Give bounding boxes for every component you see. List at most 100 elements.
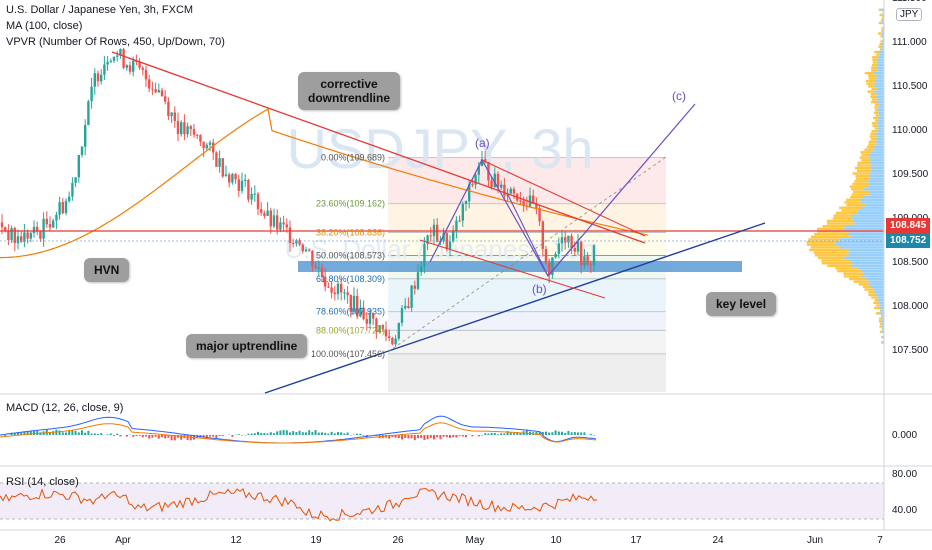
fib-label: 61.80%(108.309) bbox=[316, 274, 385, 284]
time-tick-label: 7 bbox=[877, 535, 883, 546]
callout-hvn: HVN bbox=[84, 258, 130, 282]
macd-histogram-bar bbox=[401, 435, 403, 440]
volume-bar-up bbox=[858, 267, 884, 270]
volume-bar-up bbox=[882, 341, 884, 344]
macd-histogram-bar bbox=[148, 435, 151, 439]
volume-bar-down bbox=[880, 40, 883, 43]
volume-bar-up bbox=[879, 114, 884, 117]
candle-body bbox=[116, 55, 119, 57]
fib-zone bbox=[388, 278, 666, 312]
volume-bar-down bbox=[868, 291, 875, 294]
volume-bar-down bbox=[866, 145, 874, 149]
macd-histogram-bar bbox=[465, 435, 467, 438]
volume-bar-down bbox=[879, 325, 882, 328]
macd-histogram-bar bbox=[548, 432, 551, 435]
volume-bar-up bbox=[860, 275, 884, 278]
volume-bar-down bbox=[871, 69, 878, 72]
candle-body bbox=[61, 202, 64, 214]
volume-bar-up bbox=[881, 13, 884, 17]
macd-histogram-bar bbox=[282, 430, 285, 435]
macd-histogram-bar bbox=[330, 431, 333, 435]
volume-bar-up bbox=[847, 232, 884, 236]
candle-body bbox=[496, 173, 500, 188]
candle-body bbox=[4, 227, 7, 231]
moving-average-line bbox=[0, 108, 649, 259]
candle-body bbox=[445, 233, 448, 249]
volume-bar-up bbox=[878, 106, 884, 109]
volume-bar-up bbox=[882, 19, 884, 22]
fib-zone bbox=[388, 311, 666, 331]
volume-bar-down bbox=[843, 275, 861, 278]
price-tag-last: 108.752 bbox=[886, 233, 931, 248]
volume-bar-up bbox=[874, 90, 884, 93]
wave-label-a: (a) bbox=[475, 136, 490, 150]
volume-bar-up bbox=[875, 82, 884, 85]
price-tick-label: 111.000 bbox=[892, 37, 927, 48]
candle-body bbox=[42, 218, 45, 239]
volume-bar-down bbox=[875, 114, 880, 117]
candle-body bbox=[324, 276, 327, 287]
volume-bar-up bbox=[882, 40, 884, 43]
candle-body bbox=[298, 240, 301, 245]
fibonacci-zones bbox=[388, 156, 666, 392]
volume-bar-down bbox=[839, 206, 862, 209]
candle-body bbox=[564, 237, 567, 243]
volume-bar-down bbox=[874, 298, 878, 302]
macd-histogram-bar bbox=[263, 432, 266, 435]
candle-body bbox=[484, 159, 487, 162]
volume-bar-down bbox=[870, 100, 877, 104]
volume-bar-down bbox=[809, 248, 849, 252]
candle-body bbox=[416, 272, 420, 289]
macd-histogram-bar bbox=[141, 435, 144, 438]
macd-histogram-bar bbox=[20, 432, 23, 435]
volume-bar-up bbox=[881, 42, 884, 46]
candle-body bbox=[429, 235, 432, 237]
macd-histogram-bar bbox=[218, 435, 221, 437]
volume-bar-up bbox=[881, 330, 884, 334]
volume-bar-up bbox=[877, 87, 884, 91]
currency-button[interactable]: JPY bbox=[896, 8, 923, 21]
volume-bar-down bbox=[854, 166, 871, 170]
volume-bar-up bbox=[877, 98, 884, 101]
volume-bar-down bbox=[827, 264, 852, 268]
candle-body bbox=[96, 73, 100, 82]
candle-body bbox=[388, 336, 391, 339]
candle-body bbox=[426, 235, 429, 244]
candle-body bbox=[301, 244, 304, 252]
rsi-legend: RSI (14, close) bbox=[6, 476, 79, 488]
candle-body bbox=[560, 237, 564, 244]
candle-body bbox=[544, 248, 548, 263]
candle-body bbox=[436, 224, 439, 243]
volume-bar-up bbox=[873, 288, 884, 291]
candle-body bbox=[247, 179, 250, 200]
candle-body bbox=[55, 214, 58, 221]
macd-histogram-bar bbox=[513, 433, 515, 435]
volume-bar-down bbox=[869, 135, 877, 138]
volume-bar-up bbox=[876, 74, 884, 77]
macd-histogram-bar bbox=[29, 430, 32, 435]
candle-body bbox=[378, 325, 381, 332]
macd-histogram-bar bbox=[519, 432, 522, 435]
candle-body bbox=[420, 266, 423, 273]
macd-histogram-bar bbox=[346, 432, 349, 435]
macd-histogram-bar bbox=[410, 435, 413, 439]
volume-bar-up bbox=[873, 148, 884, 151]
wave-label-b: (b) bbox=[532, 282, 547, 296]
macd-histogram-bar bbox=[458, 435, 461, 436]
volume-bar-up bbox=[880, 8, 884, 11]
macd-histogram-bar bbox=[292, 431, 295, 435]
macd-histogram-bar bbox=[212, 435, 215, 437]
macd-histogram-bar bbox=[58, 430, 61, 435]
macd-histogram-bar bbox=[151, 435, 154, 438]
volume-bar-down bbox=[860, 151, 871, 154]
candle-body bbox=[272, 215, 276, 227]
volume-bar-up bbox=[869, 156, 884, 159]
volume-bar-up bbox=[876, 137, 884, 141]
macd-histogram-bar bbox=[269, 432, 272, 435]
fib-label: 88.00%(107.724) bbox=[316, 325, 385, 335]
candle-body bbox=[570, 235, 573, 248]
macd-histogram-bar bbox=[445, 435, 448, 438]
candle-body bbox=[13, 227, 16, 244]
candle-body bbox=[90, 86, 93, 102]
